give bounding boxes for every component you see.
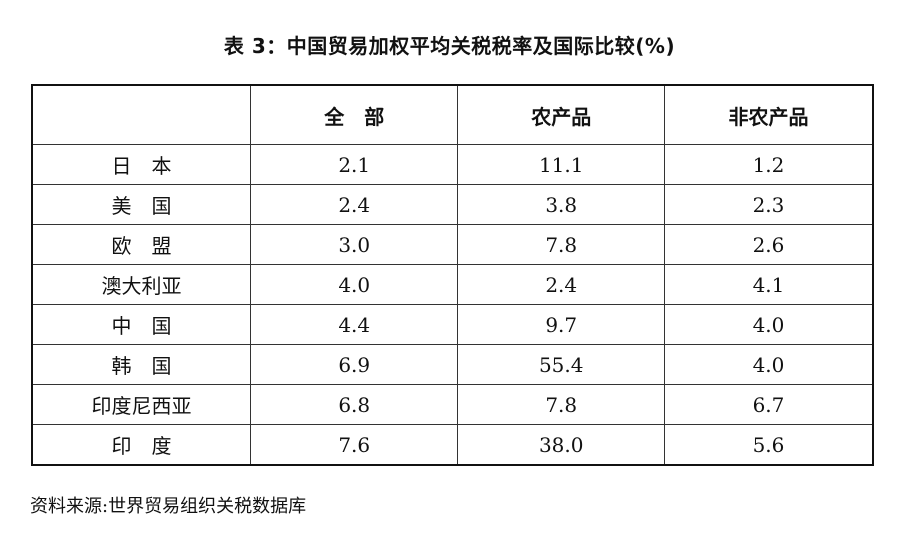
agricultural-cell: 38.0 [457,424,665,466]
non-agricultural-cell: 1.2 [663,144,874,185]
table-title: 表 3：中国贸易加权平均关税税率及国际比较(%) [223,34,676,58]
agricultural-cell: 11.1 [457,144,665,185]
agricultural-cell: 2.4 [457,264,665,305]
table-row: 欧 盟 3.0 7.8 2.6 [31,224,874,265]
country-cell: 日 本 [31,144,251,185]
all-cell: 6.9 [249,344,459,385]
all-cell: 3.0 [249,224,459,265]
non-agricultural-cell: 6.7 [663,384,874,425]
agricultural-cell: 9.7 [457,304,665,345]
tariff-table: 全 部 农产品 非农产品 日 本 2.1 11.1 1.2 美 国 2.4 3.8 2.3 欧 … [31,84,874,466]
all-cell: 2.1 [249,144,459,185]
table-row: 日 本 2.1 11.1 1.2 [31,144,874,185]
header-cell-agricultural: 农产品 [457,84,665,145]
non-agricultural-cell: 5.6 [663,424,874,466]
table-row: 印度尼西亚 6.8 7.8 6.7 [31,384,874,425]
non-agricultural-cell: 4.1 [663,264,874,305]
all-cell: 4.0 [249,264,459,305]
country-cell: 澳大利亚 [31,264,251,305]
non-agricultural-cell: 4.0 [663,304,874,345]
country-cell: 欧 盟 [31,224,251,265]
all-cell: 2.4 [249,184,459,225]
agricultural-cell: 55.4 [457,344,665,385]
agricultural-cell: 3.8 [457,184,665,225]
agricultural-cell: 7.8 [457,384,665,425]
header-cell-non-agricultural: 非农产品 [663,84,874,145]
non-agricultural-cell: 2.6 [663,224,874,265]
header-row: 全 部 农产品 非农产品 [31,84,874,145]
table-row: 美 国 2.4 3.8 2.3 [31,184,874,225]
country-cell: 印 度 [31,424,251,466]
all-cell: 4.4 [249,304,459,345]
all-cell: 7.6 [249,424,459,466]
header-cell-empty [31,84,251,145]
non-agricultural-cell: 4.0 [663,344,874,385]
agricultural-cell: 7.8 [457,224,665,265]
table-row: 印 度 7.6 38.0 5.6 [31,424,874,466]
source-note: 资料来源:世界贸易组织关税数据库 [30,496,307,517]
table-row: 韩 国 6.9 55.4 4.0 [31,344,874,385]
header-cell-all: 全 部 [249,84,459,145]
country-cell: 韩 国 [31,344,251,385]
country-cell: 印度尼西亚 [31,384,251,425]
table-row: 澳大利亚 4.0 2.4 4.1 [31,264,874,305]
country-cell: 中 国 [31,304,251,345]
non-agricultural-cell: 2.3 [663,184,874,225]
country-cell: 美 国 [31,184,251,225]
all-cell: 6.8 [249,384,459,425]
table-row: 中 国 4.4 9.7 4.0 [31,304,874,345]
